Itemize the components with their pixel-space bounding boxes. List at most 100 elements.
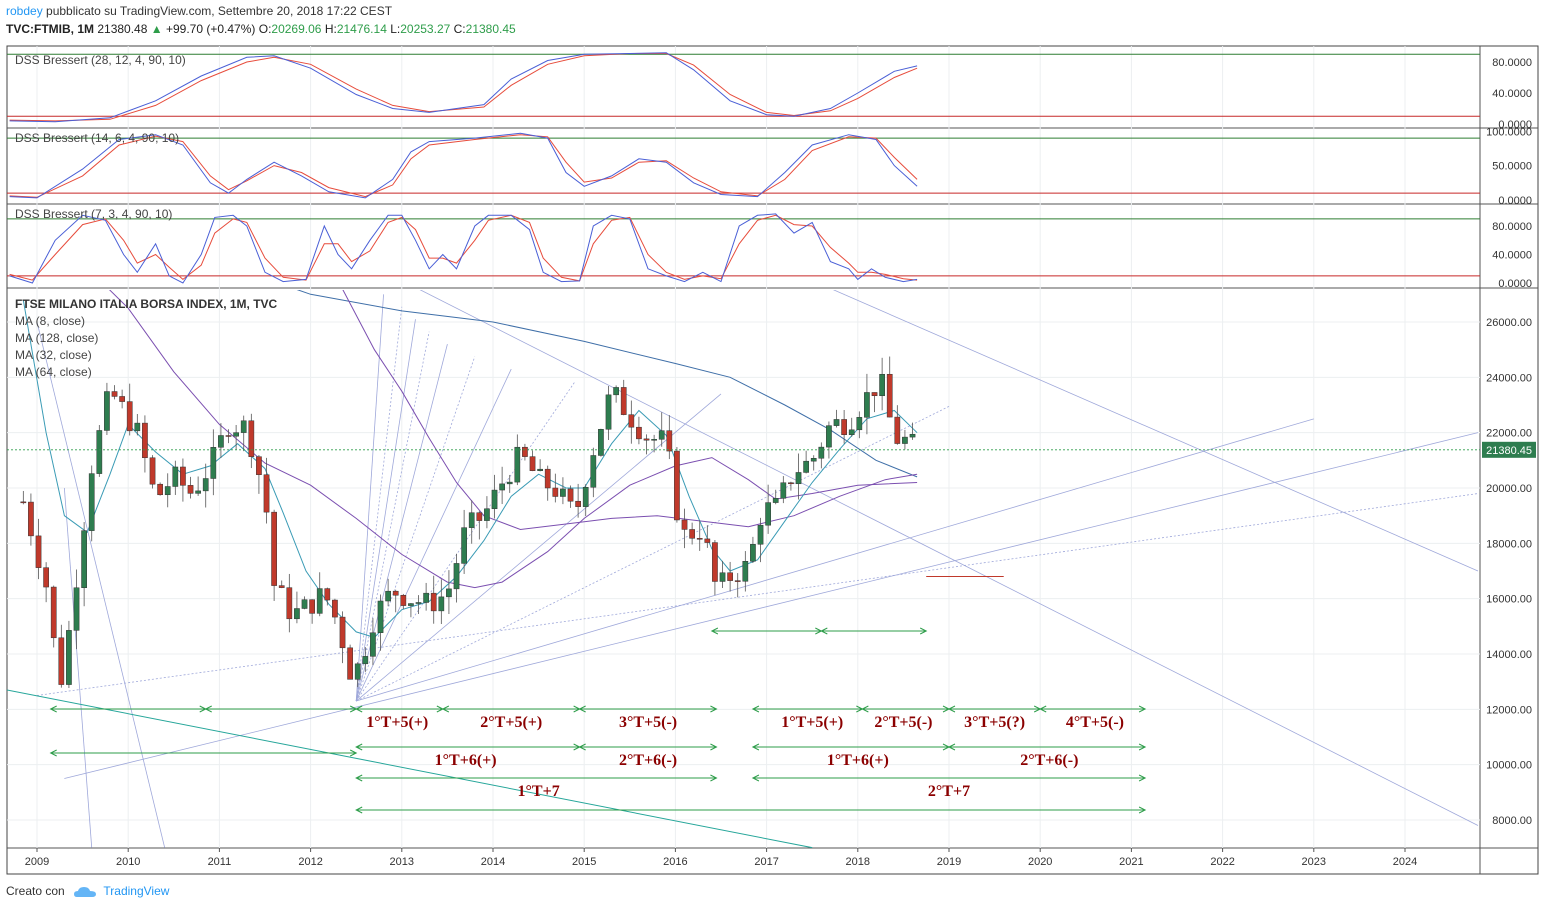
cycle-arrowhead [349, 749, 358, 757]
candle-down [552, 487, 559, 497]
fan-line [64, 432, 1479, 779]
high-value: 21476.14 [336, 22, 387, 36]
candle-down [674, 450, 680, 521]
x-tick-label: 2022 [1210, 856, 1234, 868]
cycle-arrowhead [820, 627, 828, 635]
candle-up [560, 488, 566, 497]
candle-down [20, 501, 27, 504]
candle-down [157, 483, 163, 496]
candle-up [66, 630, 72, 685]
candle-down [111, 391, 118, 397]
fan-line [63, 487, 93, 848]
x-tick-label: 2017 [754, 856, 778, 868]
ohlc-header: TVC:FTMIB, 1M 21380.48 ▲ +99.70 (+0.47%)… [6, 22, 516, 36]
tradingview-cloud-icon [74, 886, 97, 897]
trend-line [7, 689, 813, 848]
candle-up [750, 544, 756, 562]
low-label: L: [390, 22, 401, 36]
candle-down [400, 595, 407, 606]
candle-up [613, 387, 619, 396]
author-name[interactable]: robdey [6, 4, 43, 18]
cycle-label: 1°T+5(+) [781, 714, 843, 731]
cycle-arrowhead [1039, 705, 1047, 713]
low-value: 20253.27 [400, 22, 451, 36]
cycle-label: 3°T+5(-) [619, 714, 677, 731]
candle-up [294, 608, 300, 620]
x-tick-label: 2016 [663, 856, 687, 868]
symbol-label: TVC:FTMIB, 1M [6, 22, 94, 36]
candle-up [803, 460, 809, 473]
candle-up [195, 490, 201, 494]
ma-line [109, 290, 918, 589]
candle-up [73, 587, 80, 631]
x-tick-label: 2024 [1393, 856, 1417, 868]
candle-down [788, 482, 794, 485]
cycle-arrowhead [355, 806, 363, 814]
cycle-arrowhead [204, 705, 212, 713]
high-label: H: [324, 22, 337, 36]
fan-line [355, 331, 430, 702]
fan-line [355, 319, 416, 702]
ma-line [342, 290, 918, 531]
osc-main-line [9, 213, 918, 284]
ma-legend-item: MA (32, close) [15, 348, 92, 362]
x-tick-label: 2018 [846, 856, 870, 868]
candle-up [233, 432, 239, 437]
candle-down [544, 468, 551, 489]
candle-down [734, 580, 741, 582]
fan-line [356, 418, 1314, 702]
candle-up [438, 596, 445, 612]
x-tick-label: 2009 [25, 856, 49, 868]
candle-up [453, 563, 460, 590]
osc-tick-label: 0.0000 [1498, 195, 1532, 207]
created-with-label: Creato con [6, 884, 65, 898]
cycle-arrowhead [947, 743, 956, 751]
osc-tick-label: 50.0000 [1492, 161, 1532, 173]
cycle-arrowhead [751, 705, 760, 713]
cycle-arrowhead [710, 774, 718, 782]
osc-tick-label: 40.0000 [1492, 88, 1532, 100]
cycle-arrowhead [355, 743, 363, 751]
candle-up [362, 656, 369, 665]
candle-down [529, 456, 536, 471]
cycle-arrowhead [710, 743, 718, 751]
cycle-arrowhead [947, 705, 956, 713]
candle-down [689, 529, 695, 539]
cycle-label: 1°T+7 [518, 783, 560, 800]
candle-down [392, 590, 399, 596]
candle-down [636, 426, 642, 440]
fan-line [36, 493, 1479, 696]
close-value: 21380.45 [465, 22, 516, 36]
cycle-arrowhead [751, 774, 760, 782]
cycle-label: 2°T+7 [928, 783, 970, 800]
main-pane [7, 290, 1479, 848]
candle-up [81, 530, 87, 588]
candle-up [316, 588, 323, 614]
cycle-arrowhead [49, 749, 57, 757]
candle-up [590, 455, 597, 488]
x-tick-label: 2011 [208, 856, 232, 868]
chart-canvas[interactable]: 2009 2010 2011 2012 2013 2014 2015 2016 2017 2018… [0, 0, 1545, 880]
candle-up [385, 590, 391, 602]
candle-up [423, 592, 429, 603]
candle-up [506, 481, 513, 485]
candle-down [225, 435, 232, 437]
candle-up [810, 458, 817, 462]
y-tick-label: 24000.00 [1486, 372, 1532, 384]
osc-main-line [9, 52, 918, 123]
tradingview-brand-link[interactable]: TradingView [103, 884, 170, 898]
candle-down [28, 501, 34, 537]
candle-down [522, 446, 528, 457]
osc-main-line [9, 132, 918, 199]
cycle-arrowhead [1138, 743, 1147, 751]
candle-up [651, 439, 657, 441]
y-tick-label: 8000.00 [1492, 815, 1532, 827]
x-tick-label: 2023 [1302, 856, 1326, 868]
y-tick-label: 10000.00 [1486, 760, 1532, 772]
candle-up [848, 429, 855, 435]
x-tick-label: 2012 [298, 856, 322, 868]
candle-up [909, 433, 916, 438]
candle-up [354, 663, 361, 680]
ma-legend-item: MA (8, close) [15, 314, 85, 328]
y-tick-label: 14000.00 [1486, 649, 1532, 661]
